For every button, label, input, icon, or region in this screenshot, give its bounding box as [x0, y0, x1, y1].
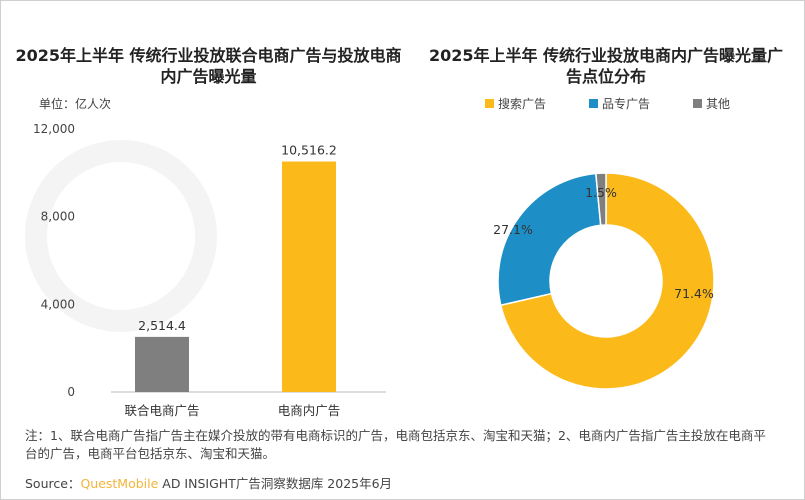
slice-value-label: 27.1% — [493, 222, 533, 237]
legend-item-brand: 品专广告 — [589, 95, 650, 112]
legend-label: 搜索广告 — [498, 97, 547, 111]
y-tick-label: 8,000 — [41, 210, 75, 224]
donut-chart-title: 2025年上半年 传统行业投放电商内广告曝光量广告点位分布 — [428, 46, 784, 86]
bar — [282, 161, 336, 392]
legend-swatch — [693, 99, 702, 108]
x-tick-label: 联合电商广告 — [124, 403, 199, 418]
legend-label: 其他 — [706, 97, 731, 111]
legend-swatch — [589, 99, 598, 108]
watermark-logo — [25, 140, 217, 332]
bar-value-label: 2,514.4 — [138, 318, 186, 333]
source-line: Source：QuestMobile AD INSIGHT广告洞察数据库 202… — [25, 473, 392, 492]
slice-value-label: 1.5% — [585, 185, 617, 200]
bar — [135, 336, 189, 392]
bar-chart-title: 2025年上半年 传统行业投放联合电商广告与投放电商内广告曝光量 — [15, 46, 402, 86]
y-tick-label: 0 — [67, 385, 75, 399]
x-tick-label: 电商内广告 — [278, 403, 341, 418]
legend-item-other: 其他 — [693, 95, 730, 112]
donut-slice — [595, 172, 607, 227]
footnote: 注：1、联合电商广告指广告主在媒介投放的带有电商标识的广告，电商包括京东、淘宝和… — [25, 428, 766, 461]
legend-swatch — [485, 99, 494, 108]
legend-item-search: 搜索广告 — [485, 95, 546, 112]
source-brand: QuestMobile — [80, 476, 159, 491]
unit-label: 单位：亿人次 — [39, 97, 112, 111]
slice-value-label: 71.4% — [674, 286, 714, 301]
source-text: AD INSIGHT广告洞察数据库 2025年6月 — [158, 476, 393, 491]
bar-value-label: 10,516.2 — [281, 143, 337, 158]
legend-label: 品专广告 — [602, 97, 651, 111]
y-tick-label: 12,000 — [33, 122, 75, 136]
donut-slice — [497, 172, 602, 307]
donut-slice — [499, 172, 715, 390]
y-tick-label: 4,000 — [41, 297, 75, 311]
source-prefix: Source： — [25, 476, 81, 491]
